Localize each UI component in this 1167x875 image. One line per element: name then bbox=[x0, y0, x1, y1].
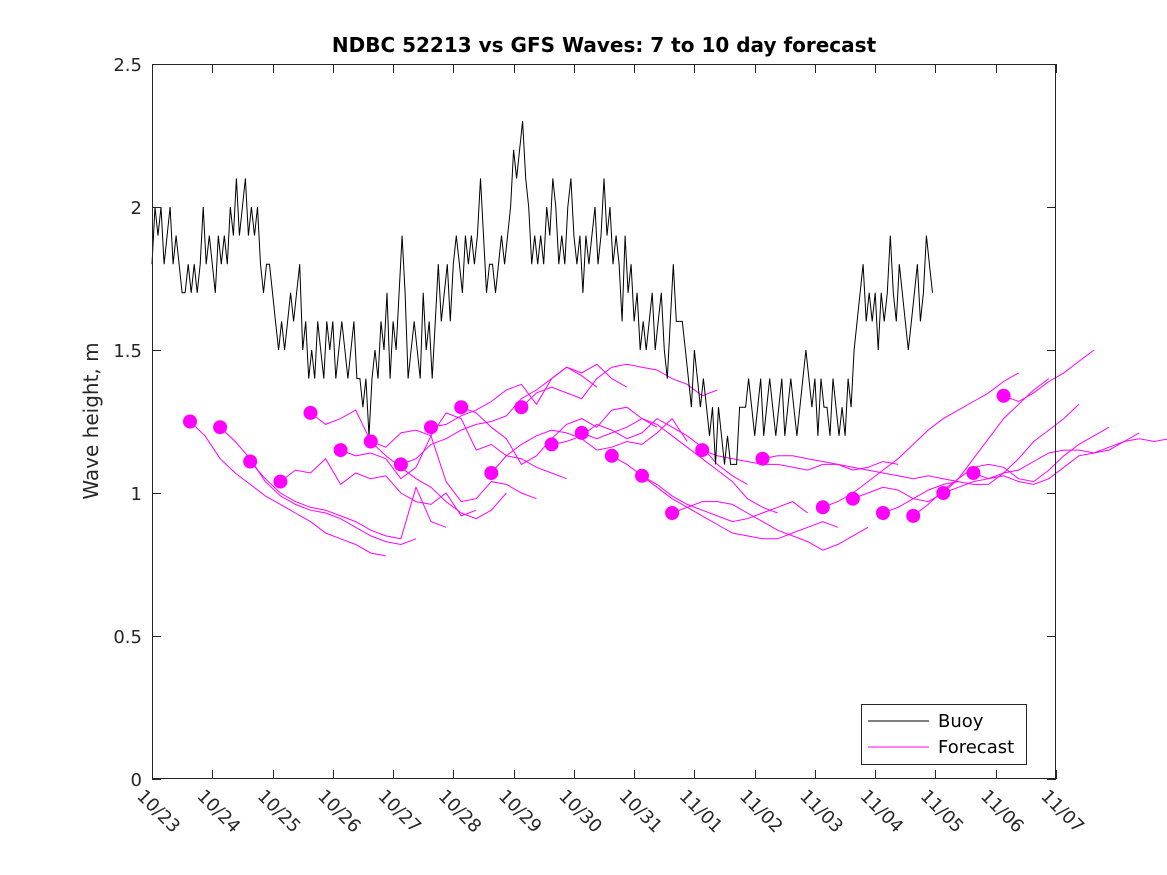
forecast-start-marker bbox=[845, 491, 860, 506]
forecast-start-marker bbox=[303, 405, 318, 420]
forecast-line bbox=[702, 449, 899, 471]
forecast-start-marker bbox=[363, 434, 378, 449]
forecast-start-marker bbox=[996, 388, 1011, 403]
y-tick-label: 2.5 bbox=[113, 55, 142, 76]
legend: Buoy Forecast bbox=[861, 704, 1027, 765]
forecast-line bbox=[822, 372, 1019, 508]
forecast-start-marker bbox=[544, 437, 559, 452]
y-tick-label: 1 bbox=[131, 484, 142, 505]
plot-area bbox=[152, 64, 1056, 779]
forecast-line bbox=[189, 421, 386, 557]
forecast-line bbox=[762, 455, 959, 483]
forecast-start-marker bbox=[243, 454, 258, 469]
axes bbox=[152, 64, 1056, 779]
forecast-start-marker bbox=[484, 466, 499, 480]
forecast-line bbox=[280, 457, 477, 517]
forecast-line bbox=[249, 461, 447, 540]
forecast-start-marker bbox=[695, 443, 710, 458]
forecast-start-marker bbox=[454, 400, 469, 415]
forecast-start-marker bbox=[755, 451, 770, 466]
forecast-start-marker bbox=[333, 443, 348, 458]
forecast-start-marker bbox=[815, 500, 830, 515]
buoy-line bbox=[151, 121, 933, 465]
legend-buoy-label: Buoy bbox=[938, 711, 984, 732]
forecast-line bbox=[882, 403, 1080, 514]
y-tick-label: 2 bbox=[131, 198, 142, 219]
axes-box bbox=[152, 64, 1056, 779]
forecast-line bbox=[370, 412, 567, 480]
forecast-start-marker bbox=[936, 486, 951, 500]
forecast-start-marker bbox=[665, 506, 680, 520]
y-axis-label: Wave height, m bbox=[79, 342, 103, 499]
legend-forecast-label: Forecast bbox=[938, 737, 1014, 758]
forecast-start-marker bbox=[966, 466, 981, 480]
y-tick-label: 0.5 bbox=[113, 627, 142, 648]
forecast-start-marker bbox=[424, 420, 438, 435]
forecast-start-marker bbox=[635, 468, 649, 483]
forecast-start-marker bbox=[604, 448, 619, 463]
y-tick-label: 1.5 bbox=[113, 341, 142, 362]
forecast-start-marker bbox=[183, 414, 197, 429]
forecast-start-marker bbox=[273, 474, 288, 489]
forecast-start-marker bbox=[213, 420, 228, 435]
forecast-line bbox=[490, 417, 688, 474]
forecast-line bbox=[671, 501, 869, 551]
forecast-line bbox=[340, 434, 537, 503]
forecast-line bbox=[852, 378, 1050, 503]
forecast-line bbox=[521, 363, 718, 408]
forecast-line bbox=[1003, 349, 1095, 403]
forecast-start-marker bbox=[514, 400, 529, 415]
forecast-start-marker bbox=[574, 425, 589, 440]
chart-title: NDBC 52213 vs GFS Waves: 7 to 10 day for… bbox=[332, 33, 877, 57]
series-layer bbox=[151, 121, 1167, 557]
forecast-line bbox=[943, 432, 1140, 494]
forecast-line bbox=[581, 418, 778, 514]
forecast-start-marker bbox=[876, 506, 890, 520]
legend-box bbox=[861, 704, 1027, 765]
forecast-line bbox=[430, 363, 628, 428]
forecast-start-marker bbox=[906, 508, 921, 523]
forecast-start-marker bbox=[393, 457, 408, 472]
forecast-line bbox=[641, 475, 838, 540]
y-tick-label: 0 bbox=[131, 770, 142, 791]
forecast-line bbox=[973, 438, 1167, 485]
